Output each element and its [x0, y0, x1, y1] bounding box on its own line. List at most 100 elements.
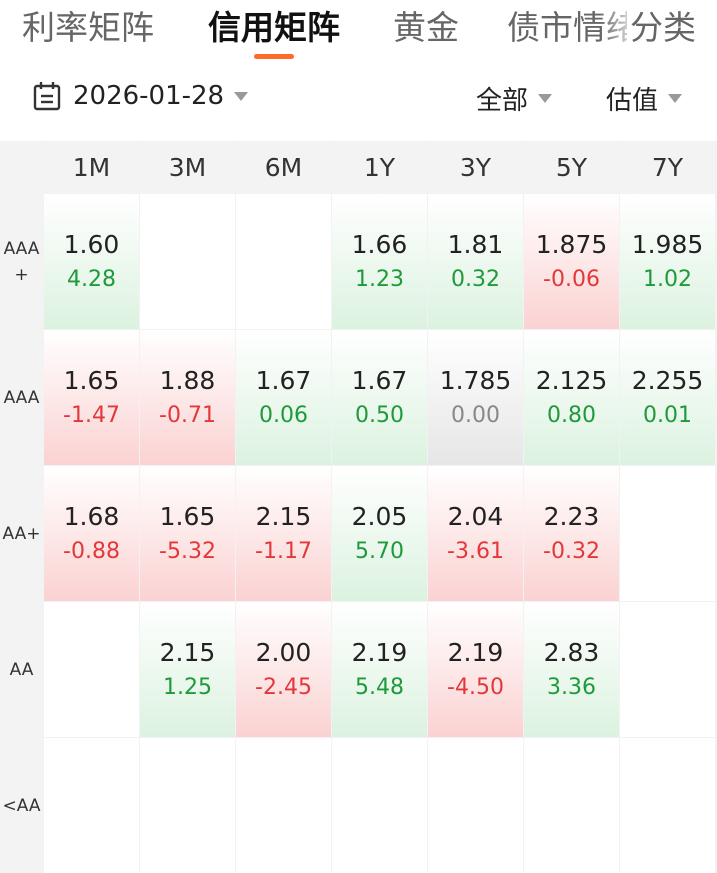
- chevron-down-icon: [234, 91, 249, 101]
- change-value: 1.02: [643, 266, 692, 292]
- scope-dropdown[interactable]: 全部: [476, 80, 553, 117]
- matrix-cell[interactable]: 2.04 -3.61: [428, 466, 523, 601]
- matrix-cell[interactable]: 2.05 5.70: [332, 466, 427, 601]
- matrix-cell[interactable]: 2.23 -0.32: [524, 466, 619, 601]
- date-selector[interactable]: 2026-01-28: [33, 81, 249, 111]
- change-value: 5.48: [355, 674, 404, 700]
- matrix-cell[interactable]: 2.19 5.48: [332, 602, 427, 737]
- change-value: -1.17: [255, 538, 312, 564]
- change-value: -4.50: [447, 674, 504, 700]
- matrix-cell[interactable]: 1.65 -5.32: [140, 466, 235, 601]
- tab-category[interactable]: 分类: [630, 8, 696, 47]
- matrix-cell[interactable]: 1.66 1.23: [332, 194, 427, 329]
- matrix-cell[interactable]: 1.68 -0.88: [44, 466, 139, 601]
- yield-value: 1.67: [351, 365, 408, 395]
- matrix-cell-empty: [44, 738, 139, 873]
- column-header: 3M: [140, 141, 235, 193]
- matrix-cell[interactable]: 1.60 4.28: [44, 194, 139, 329]
- matrix-cell-empty: [236, 194, 331, 329]
- change-value: -0.71: [159, 402, 216, 428]
- change-value: 0.00: [451, 402, 500, 428]
- matrix-cell[interactable]: 2.00 -2.45: [236, 602, 331, 737]
- tab-overflow-fade: [600, 0, 640, 60]
- matrix-cell[interactable]: 2.83 3.36: [524, 602, 619, 737]
- matrix-cell-empty: [332, 738, 427, 873]
- tab-rate-matrix[interactable]: 利率矩阵: [22, 8, 154, 47]
- chevron-down-icon: [668, 94, 683, 103]
- column-header: 6M: [236, 141, 331, 193]
- chevron-down-icon: [538, 94, 553, 103]
- tab-gold[interactable]: 黄金: [393, 8, 459, 47]
- date-value: 2026-01-28: [73, 81, 225, 111]
- change-value: 0.32: [451, 266, 500, 292]
- matrix-cell[interactable]: 1.88 -0.71: [140, 330, 235, 465]
- change-value: 1.23: [355, 266, 404, 292]
- matrix-cell[interactable]: 1.65 -1.47: [44, 330, 139, 465]
- yield-value: 1.66: [351, 229, 408, 259]
- change-value: -1.47: [63, 402, 120, 428]
- credit-matrix-table: 1M 3M 6M 1Y 3Y 5Y 7Y AAA + 1.60 4.28 1.66 1.23 1.81 0.…: [0, 141, 717, 873]
- corner-cell: [0, 141, 43, 193]
- column-header: 7Y: [620, 141, 715, 193]
- matrix-cell[interactable]: 1.875 -0.06: [524, 194, 619, 329]
- yield-value: 2.05: [351, 501, 408, 531]
- yield-value: 1.65: [63, 365, 120, 395]
- matrix-cell-empty: [620, 602, 715, 737]
- change-value: 0.50: [355, 402, 404, 428]
- matrix-cell[interactable]: 2.15 -1.17: [236, 466, 331, 601]
- row-label: AA+: [0, 466, 43, 601]
- matrix-cell[interactable]: 2.125 0.80: [524, 330, 619, 465]
- change-value: 5.70: [355, 538, 404, 564]
- matrix-cell[interactable]: 2.19 -4.50: [428, 602, 523, 737]
- matrix-cell-empty: [236, 738, 331, 873]
- yield-value: 2.00: [255, 637, 312, 667]
- change-value: -0.06: [543, 266, 600, 292]
- yield-value: 2.125: [535, 365, 608, 395]
- matrix-cell-empty: [140, 194, 235, 329]
- yield-value: 1.88: [159, 365, 216, 395]
- yield-value: 2.15: [255, 501, 312, 531]
- matrix-cell-empty: [140, 738, 235, 873]
- matrix-cell[interactable]: 2.255 0.01: [620, 330, 715, 465]
- yield-value: 1.68: [63, 501, 120, 531]
- metric-dropdown[interactable]: 估值: [606, 80, 683, 117]
- yield-value: 2.15: [159, 637, 216, 667]
- matrix-cell[interactable]: 1.81 0.32: [428, 194, 523, 329]
- column-header: 5Y: [524, 141, 619, 193]
- matrix-cell[interactable]: 1.985 1.02: [620, 194, 715, 329]
- tab-bar: 利率矩阵 信用矩阵 黄金 债市情绪 分类: [0, 0, 717, 70]
- matrix-cell-empty: [44, 602, 139, 737]
- yield-value: 1.81: [447, 229, 504, 259]
- change-value: -0.88: [63, 538, 120, 564]
- change-value: 3.36: [547, 674, 596, 700]
- change-value: -2.45: [255, 674, 312, 700]
- yield-value: 2.83: [543, 637, 600, 667]
- matrix-cell[interactable]: 1.785 0.00: [428, 330, 523, 465]
- column-header: 1Y: [332, 141, 427, 193]
- matrix-cell-empty: [524, 738, 619, 873]
- yield-value: 1.785: [439, 365, 512, 395]
- row-label: AA: [0, 602, 43, 737]
- row-label: <AA: [0, 738, 43, 873]
- change-value: 4.28: [67, 266, 116, 292]
- matrix-cell[interactable]: 1.67 0.06: [236, 330, 331, 465]
- column-header: 3Y: [428, 141, 523, 193]
- yield-value: 2.19: [351, 637, 408, 667]
- matrix-cell[interactable]: 2.15 1.25: [140, 602, 235, 737]
- change-value: 1.25: [163, 674, 212, 700]
- yield-value: 2.04: [447, 501, 504, 531]
- change-value: 0.01: [643, 402, 692, 428]
- matrix-cell-empty: [620, 738, 715, 873]
- column-header: 1M: [44, 141, 139, 193]
- calendar-icon: [33, 82, 61, 111]
- change-value: -0.32: [543, 538, 600, 564]
- tab-credit-matrix[interactable]: 信用矩阵: [208, 8, 340, 47]
- row-label: AAA +: [0, 194, 43, 329]
- yield-value: 2.19: [447, 637, 504, 667]
- yield-value: 1.65: [159, 501, 216, 531]
- yield-value: 2.255: [631, 365, 704, 395]
- matrix-cell[interactable]: 1.67 0.50: [332, 330, 427, 465]
- matrix-cell-empty: [428, 738, 523, 873]
- yield-value: 1.985: [631, 229, 704, 259]
- yield-value: 1.875: [535, 229, 608, 259]
